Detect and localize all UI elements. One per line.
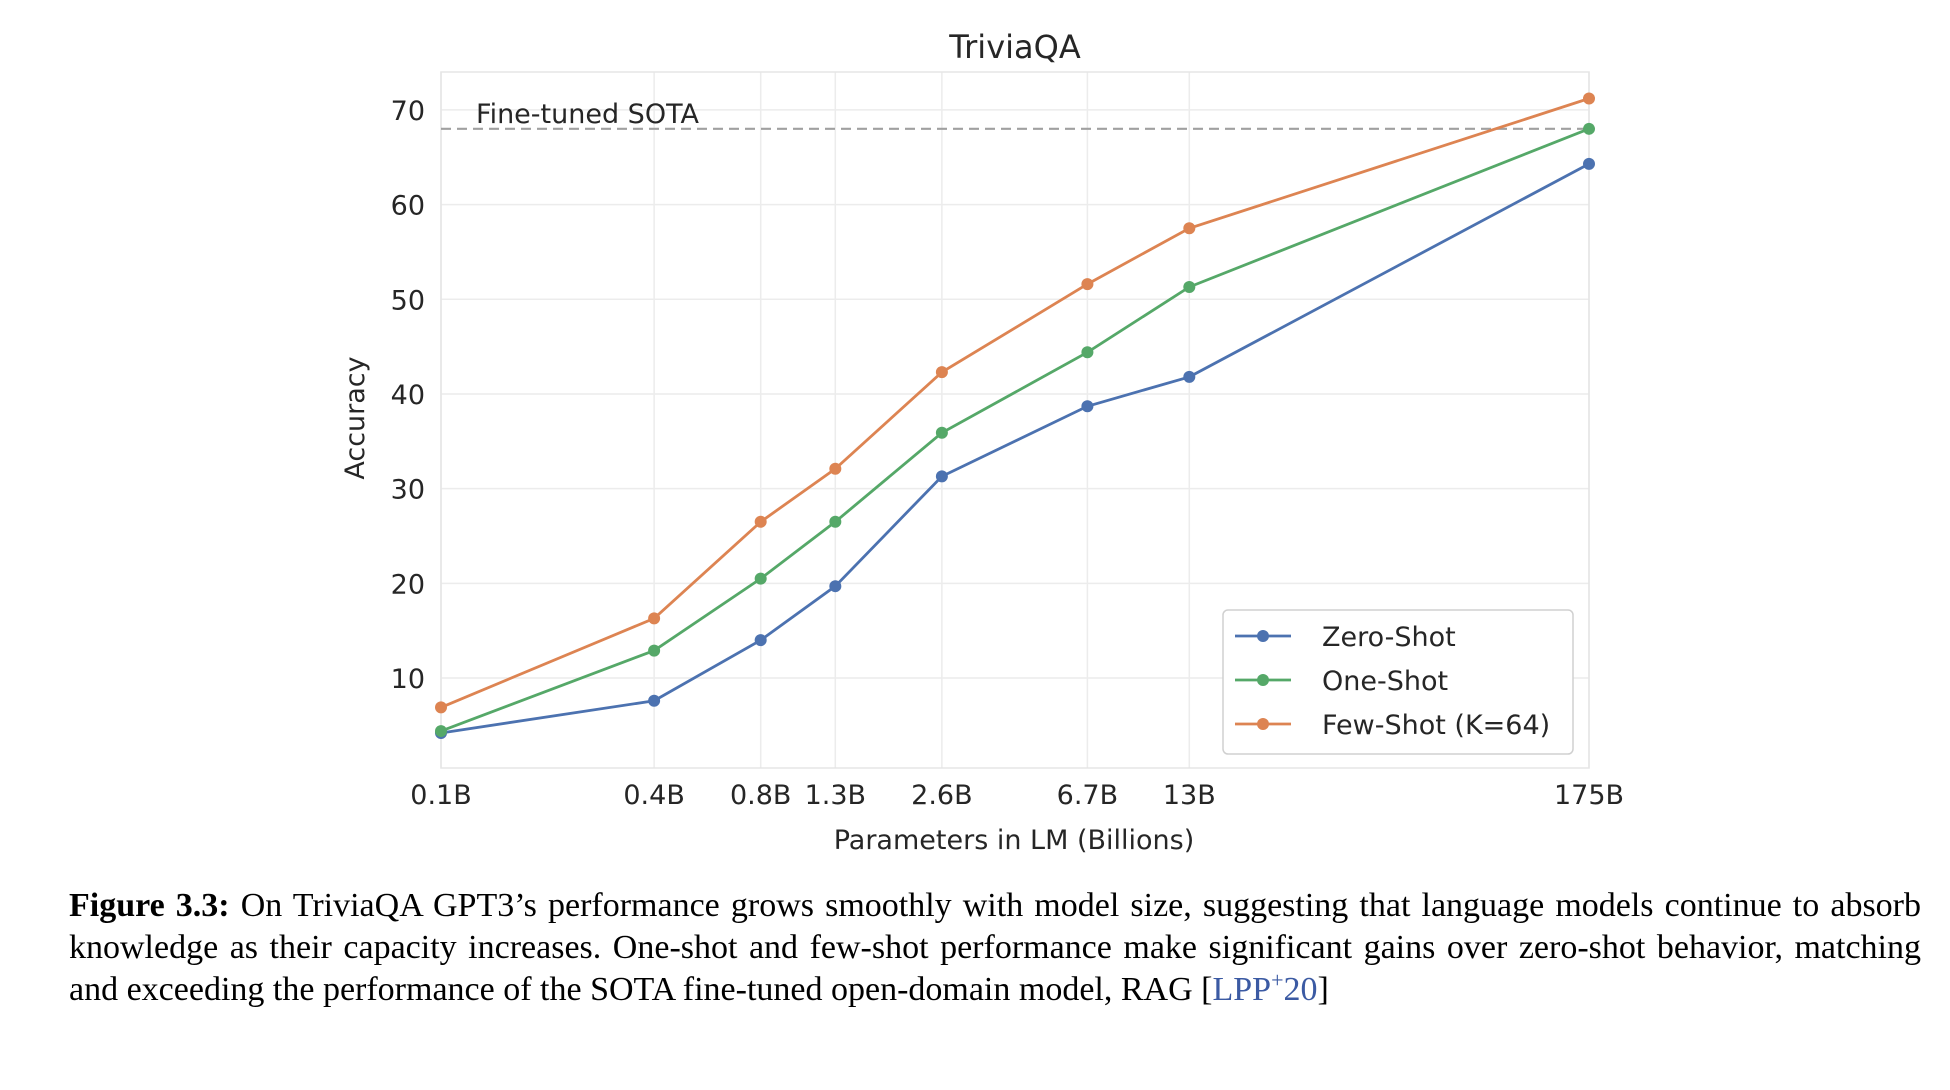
y-tick-label: 50 xyxy=(391,285,425,316)
x-tick-label: 13B xyxy=(1163,780,1216,811)
series-group xyxy=(435,92,1595,739)
citation-open: [ xyxy=(1201,971,1213,1008)
chart-title: TriviaQA xyxy=(948,28,1081,66)
data-point-one-shot xyxy=(935,426,948,439)
data-point-few-shot-k-64 xyxy=(1183,222,1196,235)
data-point-few-shot-k-64 xyxy=(1583,92,1595,105)
legend-marker xyxy=(1257,674,1269,686)
y-tick-label: 70 xyxy=(391,96,425,127)
data-point-few-shot-k-64 xyxy=(435,701,447,714)
x-axis-label: Parameters in LM (Billions) xyxy=(834,825,1195,856)
data-point-few-shot-k-64 xyxy=(935,366,948,379)
plot-frame xyxy=(440,71,1590,769)
data-point-few-shot-k-64 xyxy=(1081,278,1094,291)
x-tick-label: 6.7B xyxy=(1057,780,1118,811)
citation-authors: LPP xyxy=(1212,971,1272,1008)
data-point-few-shot-k-64 xyxy=(829,462,842,475)
data-point-zero-shot xyxy=(935,470,948,483)
data-point-few-shot-k-64 xyxy=(648,612,661,625)
data-point-one-shot xyxy=(1583,122,1595,135)
series-line-zero-shot xyxy=(440,162,1590,735)
y-tick-label: 30 xyxy=(391,475,425,506)
data-point-zero-shot xyxy=(648,694,661,707)
data-point-one-shot xyxy=(1183,280,1196,293)
figure-caption: Figure 3.3: On TriviaQA GPT3’s performan… xyxy=(69,885,1921,1011)
series-line-one-shot xyxy=(440,127,1590,733)
data-point-few-shot-k-64 xyxy=(754,515,767,528)
data-point-one-shot xyxy=(1081,346,1094,359)
data-point-one-shot xyxy=(435,725,447,738)
data-point-zero-shot xyxy=(1583,157,1595,170)
data-point-zero-shot xyxy=(1081,400,1094,413)
legend-label: One-Shot xyxy=(1322,666,1448,697)
tick-labels: 10 20 30 40 50 60 70 0.1B 0.4B 0.8B 1.3B 2.6B 6.7B 13… xyxy=(391,96,1624,811)
legend-box xyxy=(1222,609,1574,755)
y-tick-label: 60 xyxy=(391,191,425,222)
caption-label: Figure 3.3: xyxy=(69,887,230,924)
data-point-zero-shot xyxy=(1183,370,1196,383)
caption-text: On TriviaQA GPT3’s performance grows smo… xyxy=(69,887,1922,1008)
citation-year: 20 xyxy=(1283,971,1318,1008)
citation-link[interactable]: LPP+20 xyxy=(1212,967,1318,1008)
x-tick-label: 175B xyxy=(1554,780,1624,811)
x-tick-label: 0.8B xyxy=(730,780,791,811)
legend-marker xyxy=(1257,630,1269,642)
grid xyxy=(440,72,1590,768)
x-tick-label: 0.1B xyxy=(410,780,471,811)
series-line-few-shot-k-64 xyxy=(440,97,1590,709)
data-point-one-shot xyxy=(829,515,842,528)
y-tick-label: 10 xyxy=(391,664,425,695)
x-tick-label: 0.4B xyxy=(623,780,684,811)
y-axis-label: Accuracy xyxy=(340,356,371,479)
legend-label: Zero-Shot xyxy=(1322,622,1456,653)
sota-reference-label: Fine-tuned SOTA xyxy=(476,99,699,130)
citation-close: ] xyxy=(1317,971,1329,1008)
chart: Fine-tuned SOTA 10 20 30 40 50 60 70 0.1B 0.4B 0.… xyxy=(340,28,1624,856)
y-tick-label: 40 xyxy=(391,380,425,411)
legend-marker xyxy=(1257,718,1269,730)
data-point-zero-shot xyxy=(754,634,767,647)
legend: Zero-Shot One-Shot Few-Shot (K=64) xyxy=(1222,609,1574,755)
data-point-one-shot xyxy=(754,572,767,585)
data-point-zero-shot xyxy=(829,580,842,593)
y-tick-label: 20 xyxy=(391,569,425,600)
x-tick-label: 2.6B xyxy=(911,780,972,811)
reference-line-group: Fine-tuned SOTA xyxy=(441,99,1589,130)
legend-label: Few-Shot (K=64) xyxy=(1322,710,1550,741)
data-point-one-shot xyxy=(648,644,661,657)
citation-plus: + xyxy=(1271,967,1284,993)
x-tick-label: 1.3B xyxy=(805,780,866,811)
